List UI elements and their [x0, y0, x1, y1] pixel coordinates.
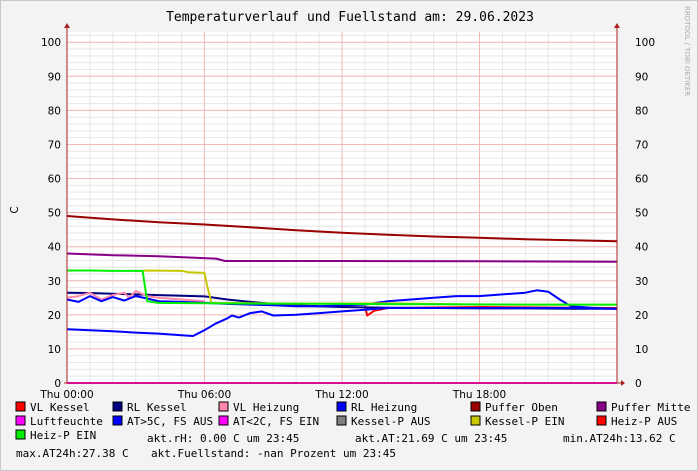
- series-line-at-5c-fs-aus: [66, 307, 618, 337]
- watermark: RRDTOOL / TOBI OETIKER: [683, 6, 691, 96]
- legend-swatch: [112, 415, 123, 426]
- y-tick-label-right: 40: [635, 242, 648, 254]
- legend-label: AT<2C, FS EIN: [233, 415, 319, 428]
- legend-label: Kessel-P AUS: [351, 415, 430, 428]
- legend-swatch: [470, 401, 481, 412]
- legend-label: RL Heizung: [351, 401, 417, 414]
- series-line-vl-heizung: [66, 290, 205, 303]
- legend-swatch: [336, 401, 347, 412]
- tick-labels: 0 0 10 10 20 20 30 30 40 40 50 50 60 60 70 70 80 80 90 90 10…: [39, 37, 655, 401]
- status-min-at: min.AT24h:13.62 C: [563, 432, 676, 445]
- y-tick-label-left: 30: [48, 276, 61, 288]
- legend-label: Puffer Mitte: [611, 401, 690, 414]
- x-tick-label: Thu 06:00: [177, 389, 231, 401]
- x-tick-label: Thu 12:00: [314, 389, 368, 401]
- legend-label: RL Kessel: [127, 401, 187, 414]
- legend: VL Kessel RL Kessel VL Heizung RL Heizung Pu…: [15, 401, 690, 442]
- y-tick-label-left: 40: [48, 242, 61, 254]
- status-lines: akt.rH: 0.00 C um 23:45 akt.AT:21.69 C u…: [16, 432, 676, 460]
- legend-swatch: [15, 401, 26, 412]
- y-axis-label: C: [9, 206, 21, 213]
- status-rh: akt.rH: 0.00 C um 23:45: [147, 432, 299, 445]
- series-line-heiz-p-ein: [67, 269, 617, 306]
- legend-swatch: [15, 415, 26, 426]
- y-tick-label-left: 90: [48, 71, 61, 83]
- series-layer: [66, 215, 618, 384]
- legend-swatch: [112, 401, 123, 412]
- status-fuellstand: akt.Fuellstand: -nan Prozent um 23:45: [151, 447, 396, 460]
- y-tick-label-right: 10: [635, 344, 648, 356]
- axes: [64, 23, 625, 386]
- legend-label: VL Kessel: [30, 401, 90, 414]
- y-tick-label-left: 80: [48, 105, 61, 117]
- y-tick-label-left: 100: [41, 37, 61, 49]
- chart-title: Temperaturverlauf und Fuellstand am: 29.…: [166, 10, 534, 25]
- legend-label: Heiz-P AUS: [611, 415, 677, 428]
- x-tick-label: Thu 18:00: [452, 389, 506, 401]
- x-tick-label: Thu 00:00: [39, 389, 93, 401]
- series-line-puffer-mitte: [66, 252, 618, 263]
- legend-label: Puffer Oben: [485, 401, 558, 414]
- y-tick-label-right: 90: [635, 71, 648, 83]
- y-axis-arrow-left: [64, 23, 70, 28]
- legend-label: Kessel-P EIN: [485, 415, 564, 428]
- status-at: akt.AT:21.69 C um 23:45: [355, 432, 507, 445]
- y-tick-label-right: 80: [635, 105, 648, 117]
- legend-label: VL Heizung: [233, 401, 299, 414]
- y-axis-arrow-right: [614, 23, 620, 28]
- status-max-at: max.AT24h:27.38 C: [16, 447, 129, 460]
- legend-label: Luftfeuchte: [30, 415, 103, 428]
- y-tick-label-right: 60: [635, 174, 648, 186]
- series-line-puffer-oben: [66, 215, 618, 243]
- y-tick-label-right: 100: [635, 37, 655, 49]
- y-tick-label-right: 20: [635, 310, 648, 322]
- grid: [66, 32, 618, 384]
- y-tick-label-right: 70: [635, 139, 648, 151]
- legend-swatch: [218, 401, 229, 412]
- legend-swatch: [596, 415, 607, 426]
- y-tick-label-left: 70: [48, 139, 61, 151]
- y-tick-label-left: 20: [48, 310, 61, 322]
- legend-swatch: [470, 415, 481, 426]
- legend-swatch: [218, 415, 229, 426]
- y-tick-label-left: 60: [48, 174, 61, 186]
- y-tick-label-left: 0: [54, 378, 61, 390]
- y-tick-label-right: 30: [635, 276, 648, 288]
- legend-label: AT>5C, FS AUS: [127, 415, 213, 428]
- y-tick-label-left: 10: [48, 344, 61, 356]
- series-line-rl-heizung: [66, 289, 618, 310]
- x-axis-arrow: [621, 380, 625, 386]
- legend-swatch: [596, 401, 607, 412]
- y-tick-label-right: 50: [635, 208, 648, 220]
- legend-swatch: [15, 429, 26, 440]
- y-tick-label-left: 50: [48, 208, 61, 220]
- legend-swatch: [336, 415, 347, 426]
- y-tick-label-right: 0: [635, 378, 642, 390]
- legend-label: Heiz-P EIN: [30, 429, 96, 442]
